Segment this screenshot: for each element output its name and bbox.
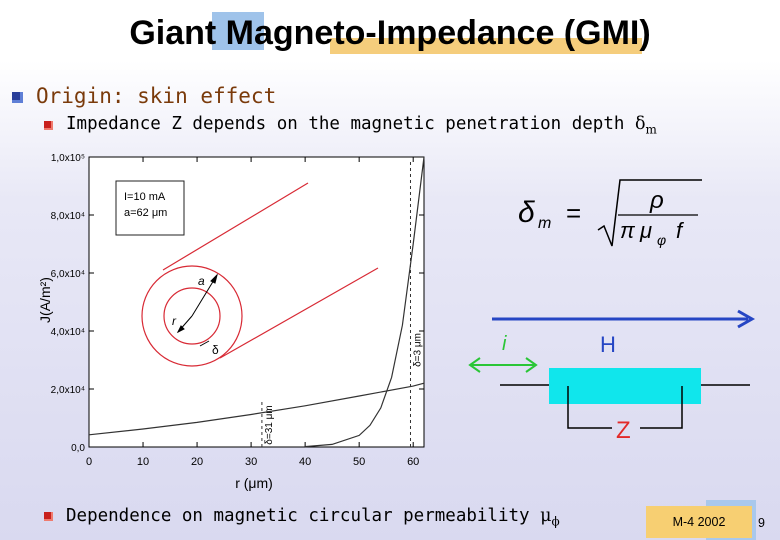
page-number: 9 bbox=[758, 516, 765, 530]
formula-mu-sub: φ bbox=[657, 232, 666, 248]
wire-sample bbox=[549, 368, 701, 404]
bullet-square-icon bbox=[12, 92, 23, 103]
formula-f: f bbox=[676, 218, 685, 243]
gmi-measurement-diagram: H i Z bbox=[468, 309, 756, 444]
mu-subscript: ϕ bbox=[551, 514, 560, 529]
x-tick-label: 30 bbox=[245, 456, 257, 468]
chart-annotations: δ=31 μm δ=3 μm bbox=[261, 162, 423, 447]
chart-series bbox=[88, 156, 425, 448]
x-axis-label: r (μm) bbox=[235, 475, 273, 491]
formula-sqrt bbox=[597, 179, 702, 247]
x-tick-label: 40 bbox=[299, 456, 311, 468]
inset-label-r: r bbox=[172, 314, 177, 328]
formula-equals: = bbox=[566, 198, 581, 228]
x-tick-label: 0 bbox=[86, 456, 92, 468]
x-tick-label: 10 bbox=[137, 456, 149, 468]
inset-radius-arrows bbox=[176, 273, 218, 347]
formula-pi: π bbox=[620, 218, 636, 243]
x-axis-ticks: 0 10 20 30 40 50 60 bbox=[86, 157, 419, 468]
delta-symbol: δ bbox=[634, 114, 646, 134]
slide-title: Giant Magneto-Impedance (GMI) bbox=[129, 14, 651, 52]
field-h-label: H bbox=[600, 332, 616, 357]
wire-outer-circle bbox=[141, 265, 243, 367]
formula-rho: ρ bbox=[649, 187, 664, 214]
formula-delta: δ bbox=[518, 196, 535, 229]
formula-delta-sub: m bbox=[538, 215, 551, 232]
title-decoration-orange bbox=[330, 38, 642, 54]
wire-lower-edge bbox=[219, 267, 379, 359]
bullet-origin: Origin: skin effect bbox=[36, 84, 277, 108]
bullet-square-icon bbox=[44, 512, 53, 521]
inset-label-a: a bbox=[198, 274, 205, 288]
y-axis-ticks: 0,0 2,0x10⁴ 4,0x10⁴ 6,0x10⁴ 8,0x10⁴ 1,0x10⁵ bbox=[51, 153, 424, 454]
y-tick-label: 0,0 bbox=[71, 443, 85, 454]
penetration-depth-formula: δ m = ρ π μ φ f bbox=[518, 179, 702, 248]
x-tick-label: 50 bbox=[353, 456, 365, 468]
y-tick-label: 4,0x10⁴ bbox=[51, 327, 85, 338]
y-tick-label: 2,0x10⁴ bbox=[51, 385, 85, 396]
impedance-lead-right bbox=[640, 386, 683, 429]
footer-badge: M-4 2002 bbox=[646, 506, 752, 538]
impedance-z-label: Z bbox=[616, 417, 631, 444]
inset-label-delta: δ bbox=[212, 343, 219, 357]
y-axis-label: J(A/m²) bbox=[37, 277, 53, 323]
series-line-0 bbox=[88, 382, 425, 436]
impedance-lead-left bbox=[567, 386, 612, 429]
delta-subscript: m bbox=[645, 122, 657, 137]
delta-marker-label: δ=3 μm bbox=[412, 333, 423, 367]
mu-symbol: μ bbox=[540, 506, 552, 526]
bullet-square-icon bbox=[44, 121, 53, 130]
delta-marker-label: δ=31 μm bbox=[264, 405, 275, 444]
title-decoration-blue bbox=[212, 12, 264, 50]
current-i-label: i bbox=[502, 333, 507, 355]
wire-upper-edge bbox=[162, 182, 309, 271]
wire-inner-circle bbox=[163, 287, 221, 345]
legend-radius: a=62 μm bbox=[124, 207, 167, 219]
legend-current: I=10 mA bbox=[124, 191, 166, 203]
y-tick-label: 8,0x10⁴ bbox=[51, 211, 85, 222]
bullet-impedance: Impedance Z depends on the magnetic pene… bbox=[66, 114, 657, 137]
y-tick-label: 1,0x10⁵ bbox=[51, 153, 85, 164]
y-tick-label: 6,0x10⁴ bbox=[51, 269, 85, 280]
bullet-permeability-text: Dependence on magnetic circular permeabi… bbox=[66, 506, 541, 526]
x-tick-label: 20 bbox=[191, 456, 203, 468]
x-tick-label: 60 bbox=[407, 456, 419, 468]
bullet-impedance-text: Impedance Z depends on the magnetic pene… bbox=[66, 114, 635, 134]
series-line-1 bbox=[305, 156, 425, 448]
bullet-permeability: Dependence on magnetic circular permeabi… bbox=[66, 506, 560, 529]
wire-inset-icon bbox=[141, 182, 379, 367]
legend-box bbox=[115, 180, 185, 236]
formula-mu: μ bbox=[639, 218, 652, 243]
